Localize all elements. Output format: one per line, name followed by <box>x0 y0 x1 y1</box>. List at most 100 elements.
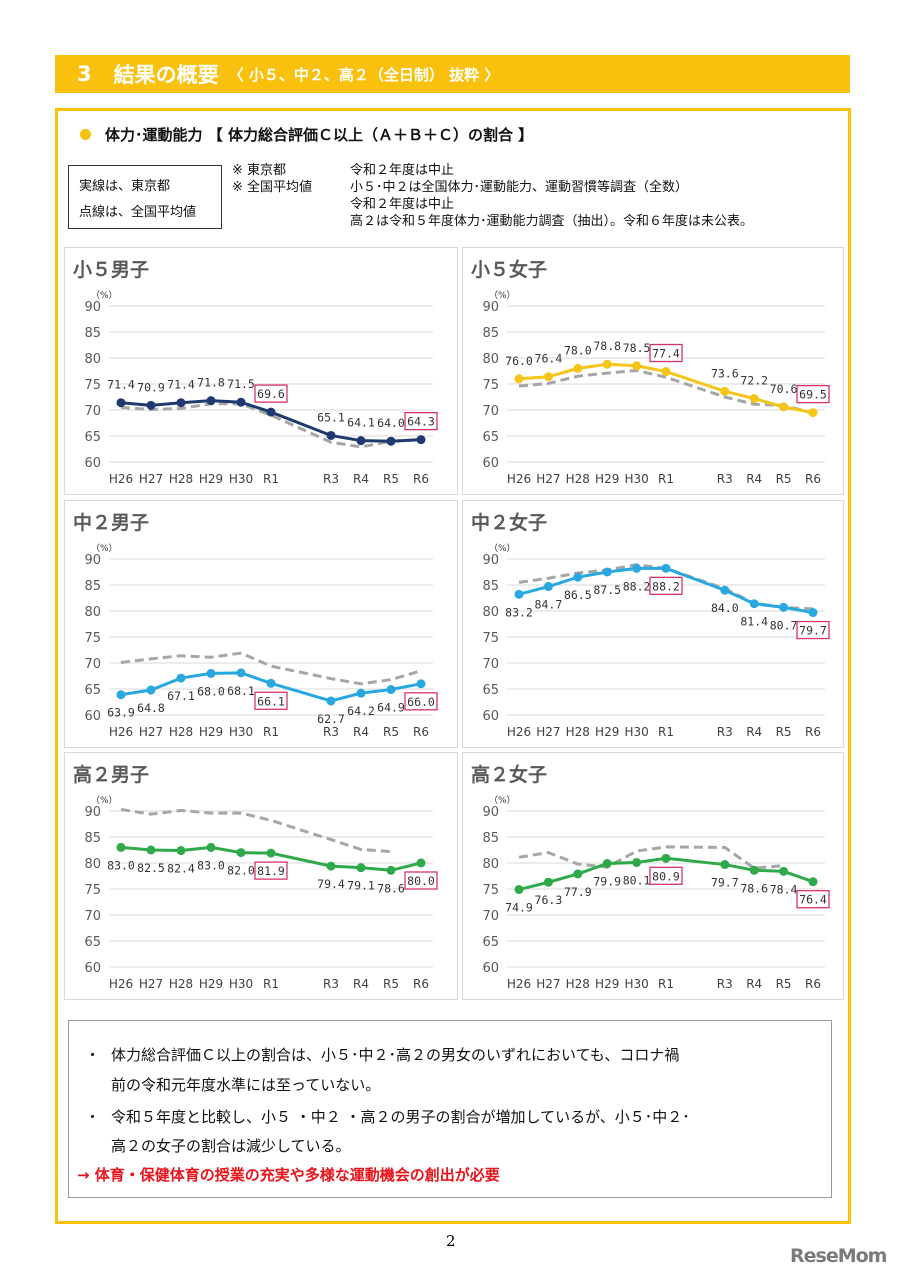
x-tick-label: R1 <box>263 977 279 991</box>
y-tick-label: 75 <box>84 883 101 898</box>
data-label: 73.6 <box>711 366 739 380</box>
data-label: 76.3 <box>535 893 563 907</box>
data-point <box>661 853 671 863</box>
data-label: 71.8 <box>197 376 225 390</box>
data-label: 80.9 <box>652 869 680 883</box>
x-tick-label: R5 <box>383 977 399 991</box>
data-point <box>573 869 583 879</box>
x-tick-label: H26 <box>109 725 133 739</box>
summary-line: 体力総合評価Ｃ以上の割合は、小５･中２･高２の男女のいずれにおいても、コロナ禍 <box>111 1046 680 1064</box>
data-label: 74.9 <box>505 901 533 915</box>
x-tick-label: H30 <box>624 977 648 991</box>
subsection-title: 体力･運動能力 【 体力総合評価Ｃ以上（Ａ＋Ｂ＋Ｃ）の割合 】 <box>105 126 534 144</box>
y-tick-label: 85 <box>84 326 101 341</box>
data-label: 84.7 <box>535 598 563 612</box>
data-label: 88.2 <box>623 579 651 593</box>
x-tick-label: R3 <box>717 977 733 991</box>
data-point <box>416 679 426 689</box>
y-tick-label: 65 <box>482 430 499 445</box>
data-point <box>632 857 642 867</box>
data-label: 79.7 <box>711 876 739 890</box>
chart-panel: 小５男子 （%） 60 65 70 75 80 85 90 H26 H27 H28 H29 H30 R1 R3… <box>64 247 458 495</box>
data-label: 63.9 <box>107 706 135 720</box>
x-tick-label: R4 <box>746 977 762 991</box>
chart-panel: 高２男子 （%） 60 65 70 75 80 85 90 H26 H27 H28 H29 H30 R1 R3… <box>64 752 458 1000</box>
data-point <box>206 396 216 406</box>
data-point <box>236 397 246 407</box>
x-tick-label: R3 <box>717 725 733 739</box>
x-tick-label: H26 <box>507 977 531 991</box>
data-point <box>632 361 642 371</box>
note-text: 令和２年度は中止 <box>350 163 455 178</box>
data-label: 80.7 <box>770 618 798 632</box>
data-point <box>720 860 730 870</box>
x-tick-label: H30 <box>624 725 648 739</box>
x-tick-label: R1 <box>658 725 674 739</box>
note-row: 高２は令和５年度体力･運動能力調査（抽出）。令和６年度は未公表。 <box>232 213 753 230</box>
note-mark: ※ 全国平均値 <box>232 180 313 195</box>
data-label: 78.0 <box>564 343 592 357</box>
data-label: 84.0 <box>711 601 739 615</box>
note-mark <box>232 196 350 213</box>
y-tick-label: 75 <box>84 631 101 646</box>
data-point <box>176 846 186 856</box>
data-point <box>326 861 336 871</box>
data-label: 78.4 <box>770 882 798 896</box>
summary-line: 前の令和元年度水準には至っていない。 <box>111 1076 381 1094</box>
data-point <box>416 858 426 868</box>
data-point <box>602 859 612 869</box>
data-label: 71.4 <box>107 378 135 392</box>
x-tick-label: H28 <box>566 725 590 739</box>
line-legend-box: 実線は、東京都 点線は、全国平均値 <box>68 165 222 229</box>
summary-bullet: ・体力総合評価Ｃ以上の割合は、小５･中２･高２の男女のいずれにおいても、コロナ禍 <box>85 1045 679 1065</box>
x-tick-label: H27 <box>536 977 560 991</box>
y-tick-label: 70 <box>84 404 101 419</box>
data-point <box>543 372 553 382</box>
tokyo-line <box>518 856 814 891</box>
y-tick-label: 80 <box>84 605 101 620</box>
note-mark <box>232 213 350 230</box>
y-unit-label: （%） <box>91 543 118 554</box>
y-tick-label: 85 <box>84 831 101 846</box>
x-tick-label: R3 <box>323 725 339 739</box>
data-label: 64.8 <box>137 701 165 715</box>
y-tick-label: 80 <box>482 605 499 620</box>
summary-box: ・体力総合評価Ｃ以上の割合は、小５･中２･高２の男女のいずれにおいても、コロナ禍… <box>68 1020 832 1198</box>
x-tick-label: H26 <box>507 472 531 486</box>
x-tick-label: R4 <box>353 977 369 991</box>
data-point <box>146 400 156 410</box>
data-point <box>236 848 246 858</box>
tokyo-line <box>518 566 814 615</box>
national-average-line <box>120 651 422 686</box>
x-tick-label: H30 <box>229 725 253 739</box>
data-label: 77.4 <box>652 347 680 361</box>
legend-solid: 実線は、東京都 <box>79 179 171 194</box>
data-label: 76.0 <box>505 354 533 368</box>
data-label: 64.9 <box>377 701 405 715</box>
x-tick-label: R3 <box>323 472 339 486</box>
chart-title: 小５男子 <box>73 259 149 281</box>
data-label: 64.2 <box>347 704 375 718</box>
section-number: 3 <box>77 62 92 86</box>
data-label: 79.7 <box>799 624 827 638</box>
page-number: 2 <box>446 1232 456 1250</box>
y-tick-label: 60 <box>84 961 101 976</box>
x-tick-label: R1 <box>263 472 279 486</box>
section-title: 結果の概要 <box>113 63 219 87</box>
data-label: 65.1 <box>317 410 345 424</box>
data-label: 83.0 <box>107 858 135 872</box>
x-tick-label: R3 <box>717 472 733 486</box>
y-tick-label: 90 <box>482 300 499 315</box>
data-point <box>416 435 426 445</box>
data-point <box>386 865 396 875</box>
x-tick-label: H30 <box>624 472 648 486</box>
x-tick-label: R4 <box>746 472 762 486</box>
x-tick-label: R1 <box>263 725 279 739</box>
data-point <box>514 885 524 895</box>
note-text: 高２は令和５年度体力･運動能力調査（抽出）。令和６年度は未公表。 <box>350 214 754 229</box>
highlight-box <box>649 343 683 363</box>
data-point <box>720 585 730 595</box>
x-tick-label: R6 <box>413 725 429 739</box>
tokyo-line <box>518 362 814 415</box>
